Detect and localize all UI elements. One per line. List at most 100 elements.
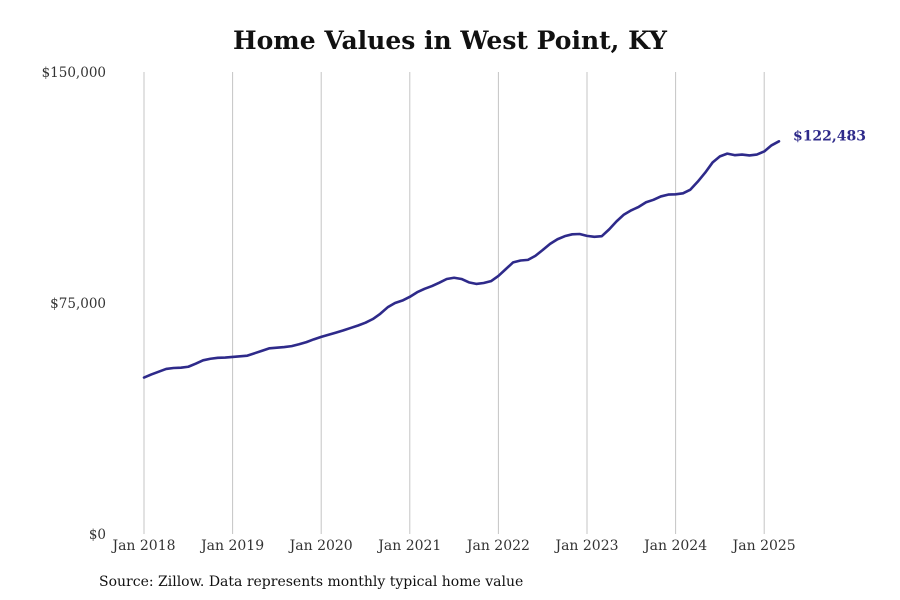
data-point bbox=[666, 193, 670, 197]
x-tick-label: Jan 2024 bbox=[642, 538, 707, 554]
data-point bbox=[504, 267, 508, 271]
data-point bbox=[260, 349, 264, 353]
data-point bbox=[637, 205, 641, 209]
x-gridlines bbox=[143, 72, 765, 534]
data-point bbox=[711, 161, 715, 165]
data-point bbox=[423, 287, 427, 291]
data-point bbox=[496, 274, 500, 278]
data-point bbox=[371, 317, 375, 321]
data-point bbox=[747, 153, 751, 157]
data-point bbox=[327, 333, 331, 337]
data-point bbox=[740, 153, 744, 157]
x-tick-label: Jan 2022 bbox=[465, 538, 530, 554]
data-point bbox=[334, 331, 338, 335]
data-point bbox=[600, 234, 604, 238]
x-tick-label: Jan 2023 bbox=[553, 538, 618, 554]
data-point bbox=[555, 237, 559, 241]
data-point bbox=[349, 326, 353, 330]
data-point bbox=[238, 354, 242, 358]
data-point bbox=[149, 372, 153, 376]
data-point bbox=[430, 284, 434, 288]
data-point bbox=[341, 328, 345, 332]
x-tick-label: Jan 2021 bbox=[376, 538, 441, 554]
data-point bbox=[445, 277, 449, 281]
data-point bbox=[290, 344, 294, 348]
data-points bbox=[142, 139, 781, 379]
data-point bbox=[208, 357, 212, 361]
end-value-label: $122,483 bbox=[793, 128, 866, 144]
y-tick-label: $150,000 bbox=[42, 65, 106, 81]
data-point bbox=[607, 227, 611, 231]
data-point bbox=[386, 305, 390, 309]
y-tick-label: $0 bbox=[89, 527, 106, 543]
data-point bbox=[164, 367, 168, 371]
data-point bbox=[312, 337, 316, 341]
data-point bbox=[651, 198, 655, 202]
data-point bbox=[570, 232, 574, 236]
data-point bbox=[622, 213, 626, 217]
data-point bbox=[378, 312, 382, 316]
data-point bbox=[511, 260, 515, 264]
data-point bbox=[297, 342, 301, 346]
data-point bbox=[585, 234, 589, 238]
data-point bbox=[245, 354, 249, 358]
data-point bbox=[725, 152, 729, 156]
x-tick-labels: Jan 2018 Jan 2019 Jan 2020 Jan 2021 Jan 2022… bbox=[110, 538, 795, 554]
x-tick-label: Jan 2018 bbox=[110, 538, 175, 554]
data-point bbox=[541, 248, 545, 252]
data-point bbox=[474, 282, 478, 286]
data-point bbox=[755, 153, 759, 157]
data-point bbox=[216, 356, 220, 360]
data-point bbox=[172, 366, 176, 370]
data-point bbox=[533, 254, 537, 258]
data-point bbox=[275, 346, 279, 350]
data-point bbox=[282, 345, 286, 349]
x-tick-label: Jan 2019 bbox=[199, 538, 264, 554]
data-point bbox=[770, 143, 774, 147]
data-point bbox=[644, 200, 648, 204]
data-point bbox=[304, 340, 308, 344]
y-tick-labels: $0 $75,000 $150,000 bbox=[42, 65, 106, 543]
data-point bbox=[718, 154, 722, 158]
data-point bbox=[179, 366, 183, 370]
data-point bbox=[393, 301, 397, 305]
data-point bbox=[157, 370, 161, 374]
y-tick-label: $75,000 bbox=[50, 296, 106, 312]
data-point bbox=[364, 321, 368, 325]
data-point bbox=[659, 194, 663, 198]
data-point bbox=[563, 234, 567, 238]
data-point bbox=[452, 276, 456, 280]
data-point bbox=[696, 180, 700, 184]
data-point bbox=[356, 323, 360, 327]
chart-title: Home Values in West Point, KY bbox=[233, 26, 667, 55]
data-point bbox=[459, 277, 463, 281]
data-point bbox=[703, 171, 707, 175]
data-point bbox=[201, 358, 205, 362]
data-point bbox=[231, 355, 235, 359]
home-value-line bbox=[142, 140, 781, 379]
data-point bbox=[548, 242, 552, 246]
x-tick-label: Jan 2025 bbox=[731, 538, 796, 554]
data-point bbox=[681, 191, 685, 195]
data-point bbox=[592, 235, 596, 239]
data-point bbox=[253, 351, 257, 355]
data-point bbox=[489, 279, 493, 283]
data-point bbox=[467, 280, 471, 284]
data-point bbox=[186, 365, 190, 369]
data-point bbox=[400, 299, 404, 303]
data-point bbox=[194, 362, 198, 366]
data-point bbox=[615, 219, 619, 223]
data-point bbox=[629, 208, 633, 212]
data-point bbox=[319, 335, 323, 339]
data-point bbox=[415, 290, 419, 294]
data-point bbox=[408, 295, 412, 299]
data-point bbox=[762, 149, 766, 153]
data-point bbox=[482, 281, 486, 285]
data-point bbox=[578, 232, 582, 236]
data-point bbox=[688, 188, 692, 192]
data-point bbox=[142, 376, 146, 380]
data-point bbox=[437, 281, 441, 285]
data-point bbox=[519, 259, 523, 263]
data-point bbox=[223, 356, 227, 360]
